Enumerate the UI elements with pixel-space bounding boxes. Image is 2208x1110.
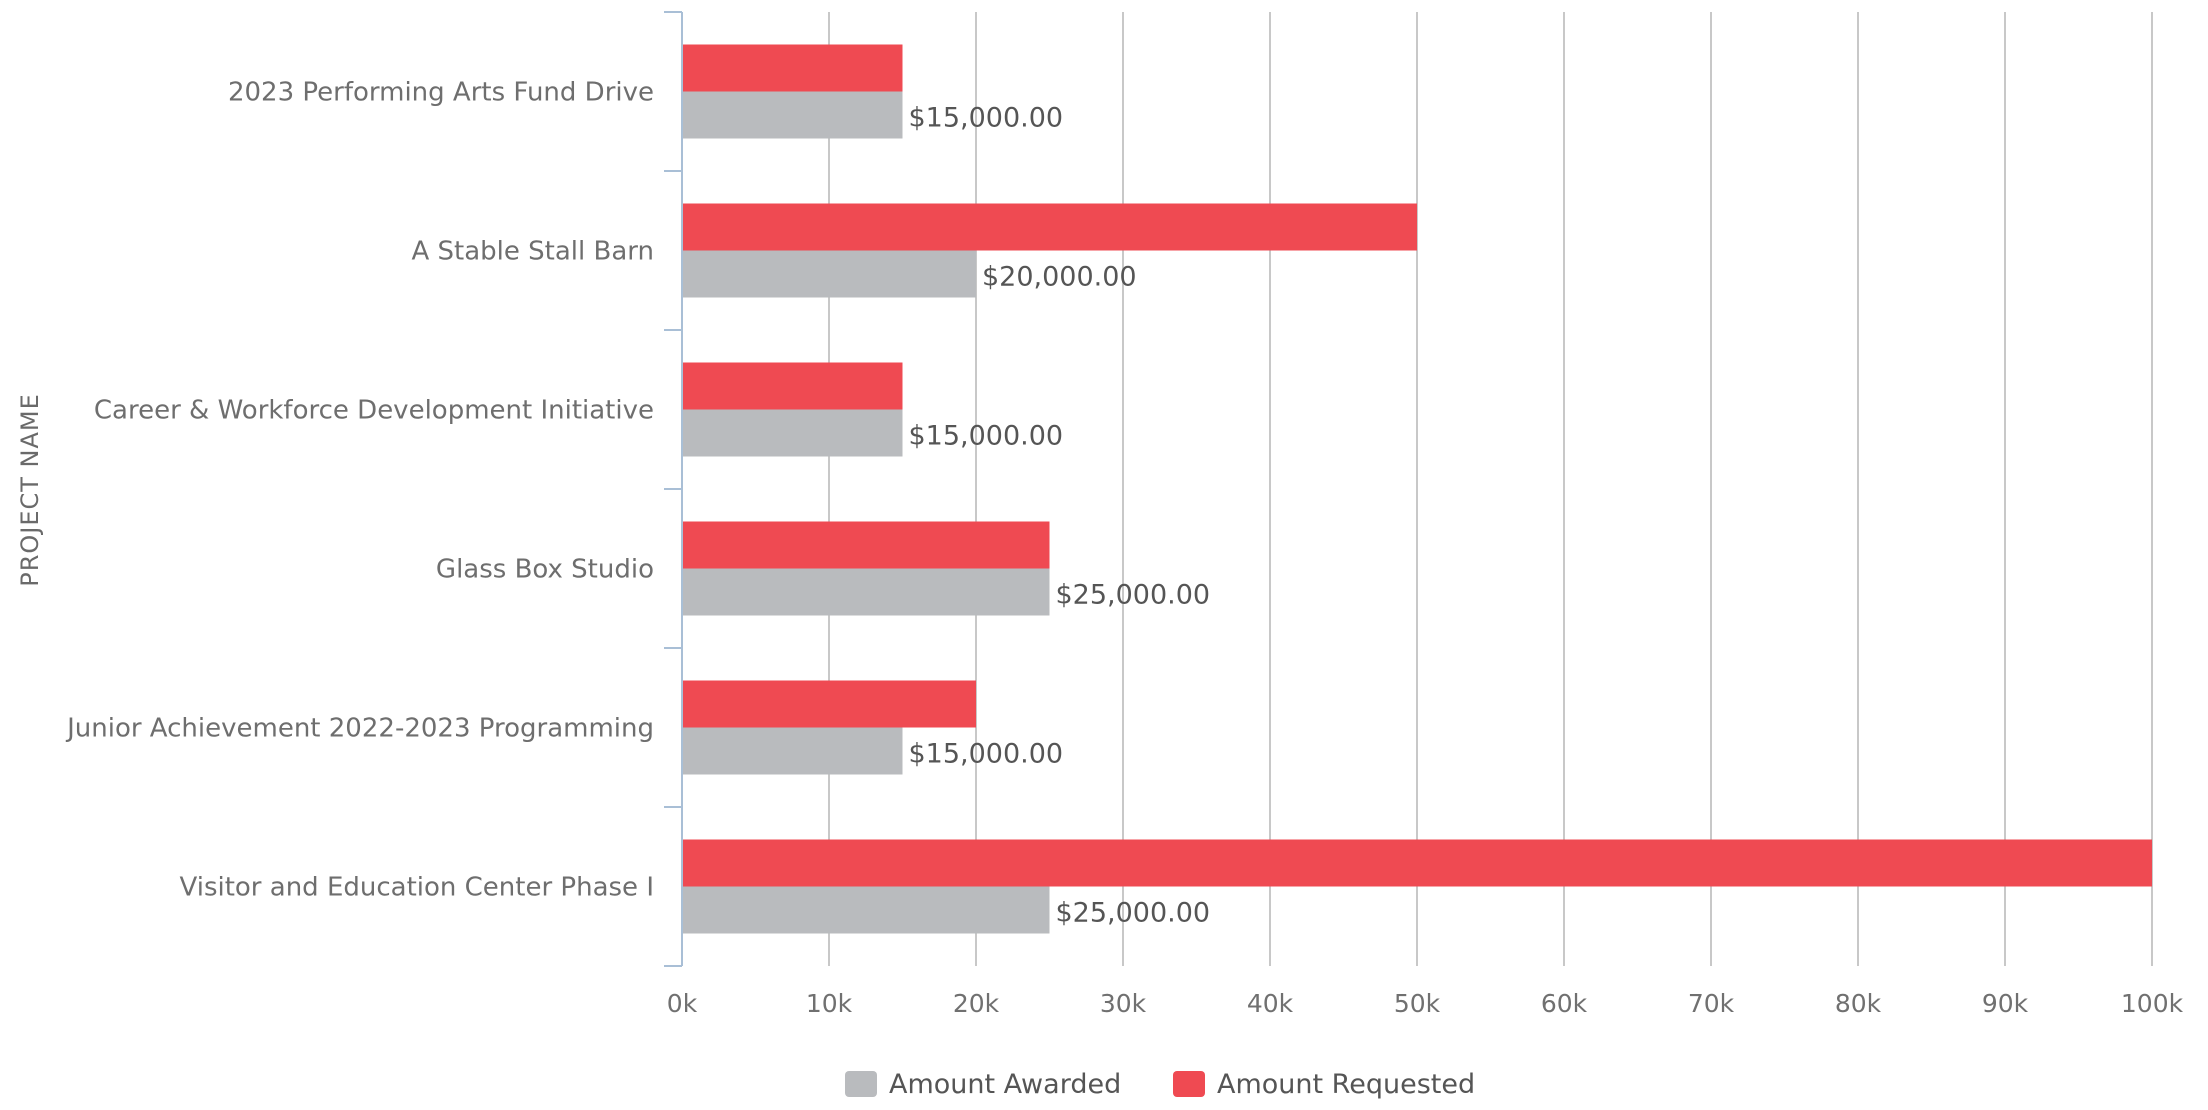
category-label: Career & Workforce Development Initiativ… — [94, 396, 654, 426]
x-tick-label: 10k — [806, 989, 853, 1018]
data-labels: $15,000.00 $20,000.00 $15,000.00 $25,000.00… — [909, 103, 1211, 929]
x-tick-label: 30k — [1100, 989, 1147, 1018]
legend-item-amount-requested[interactable]: Amount Requested — [1173, 1069, 1475, 1100]
category-labels: 2023 Performing Arts Fund Drive A Stable … — [65, 78, 654, 903]
legend-item-amount-awarded[interactable]: Amount Awarded — [845, 1069, 1121, 1100]
bars — [682, 44, 2152, 934]
bar-amount-requested[interactable] — [682, 44, 903, 92]
bar-amount-awarded[interactable] — [682, 250, 976, 298]
x-tick-label: 50k — [1394, 989, 1441, 1018]
category-label: Glass Box Studio — [436, 555, 654, 585]
x-tick-label: 0k — [667, 989, 698, 1018]
category-label: A Stable Stall Barn — [412, 237, 655, 267]
bar-amount-awarded[interactable] — [682, 91, 903, 139]
bar-amount-awarded[interactable] — [682, 568, 1050, 616]
data-label-awarded: $20,000.00 — [982, 262, 1137, 293]
x-axis-tick-labels: 0k 10k 20k 30k 40k 50k 60k 70k 80k 90k 100k — [667, 989, 2184, 1018]
legend-label: Amount Awarded — [889, 1069, 1121, 1100]
x-tick-label: 80k — [1835, 989, 1882, 1018]
data-label-awarded: $15,000.00 — [909, 421, 1064, 452]
category-label: Visitor and Education Center Phase I — [180, 873, 655, 903]
category-label: 2023 Performing Arts Fund Drive — [228, 78, 654, 108]
y-axis-title: PROJECT NAME — [16, 393, 44, 587]
bar-amount-requested[interactable] — [682, 680, 976, 728]
data-label-awarded: $25,000.00 — [1056, 580, 1211, 611]
data-label-awarded: $15,000.00 — [909, 739, 1064, 770]
legend-swatch — [1173, 1071, 1205, 1097]
x-tick-label: 20k — [953, 989, 1000, 1018]
legend[interactable]: Amount Awarded Amount Requested — [845, 1069, 1475, 1100]
bar-amount-requested[interactable] — [682, 203, 1417, 251]
x-tick-label: 100k — [2121, 989, 2184, 1018]
x-tick-label: 70k — [1688, 989, 1735, 1018]
bar-amount-requested[interactable] — [682, 521, 1050, 569]
category-label: Junior Achievement 2022-2023 Programming — [65, 714, 654, 744]
x-tick-label: 90k — [1982, 989, 2029, 1018]
bar-amount-awarded[interactable] — [682, 727, 903, 775]
x-tick-label: 60k — [1541, 989, 1588, 1018]
bar-amount-requested[interactable] — [682, 362, 903, 410]
x-tick-label: 40k — [1247, 989, 1294, 1018]
data-label-awarded: $15,000.00 — [909, 103, 1064, 134]
legend-label: Amount Requested — [1217, 1069, 1475, 1100]
axes — [664, 11, 683, 967]
bar-amount-awarded[interactable] — [682, 886, 1050, 934]
data-label-awarded: $25,000.00 — [1056, 898, 1211, 929]
legend-swatch — [845, 1071, 877, 1097]
bar-amount-requested[interactable] — [682, 839, 2152, 887]
bar-amount-awarded[interactable] — [682, 409, 903, 457]
grid-lines — [828, 12, 2153, 966]
